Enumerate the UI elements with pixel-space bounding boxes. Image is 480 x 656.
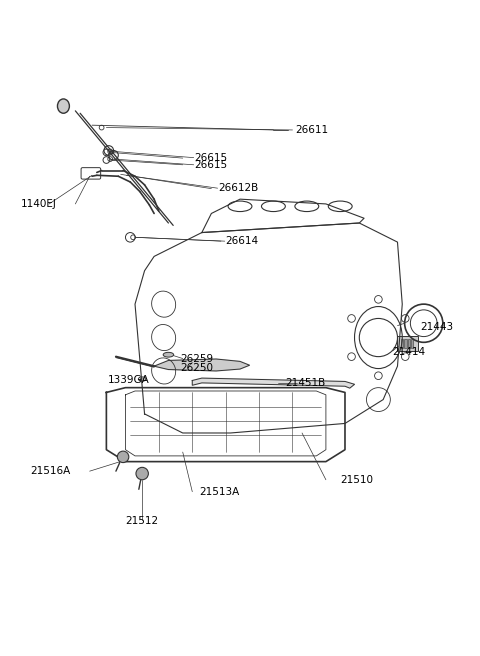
Text: 21516A: 21516A bbox=[30, 466, 70, 476]
Polygon shape bbox=[192, 378, 355, 388]
Text: 26250: 26250 bbox=[180, 363, 213, 373]
FancyBboxPatch shape bbox=[397, 336, 418, 351]
Circle shape bbox=[117, 451, 129, 462]
Text: 26615: 26615 bbox=[195, 153, 228, 163]
Bar bbox=[411, 339, 413, 348]
Text: 26614: 26614 bbox=[226, 236, 259, 246]
Text: 21443: 21443 bbox=[420, 322, 454, 332]
Polygon shape bbox=[154, 359, 250, 371]
Text: 1339GA: 1339GA bbox=[108, 375, 149, 386]
Bar bbox=[408, 339, 410, 348]
Text: 26259: 26259 bbox=[180, 354, 214, 363]
Circle shape bbox=[136, 467, 148, 480]
Text: 26611: 26611 bbox=[295, 125, 328, 135]
FancyBboxPatch shape bbox=[81, 168, 101, 179]
Text: 21414: 21414 bbox=[393, 347, 426, 357]
Text: 26612B: 26612B bbox=[218, 183, 259, 193]
Bar bbox=[401, 339, 403, 348]
Text: 21510: 21510 bbox=[340, 475, 373, 485]
Text: 26615: 26615 bbox=[195, 160, 228, 170]
Text: 1140EJ: 1140EJ bbox=[21, 199, 56, 209]
Text: 21513A: 21513A bbox=[199, 487, 240, 497]
Text: 21512: 21512 bbox=[125, 516, 158, 526]
Ellipse shape bbox=[58, 99, 70, 113]
Bar bbox=[404, 339, 407, 348]
Text: 21451B: 21451B bbox=[285, 378, 325, 388]
Ellipse shape bbox=[163, 352, 174, 357]
